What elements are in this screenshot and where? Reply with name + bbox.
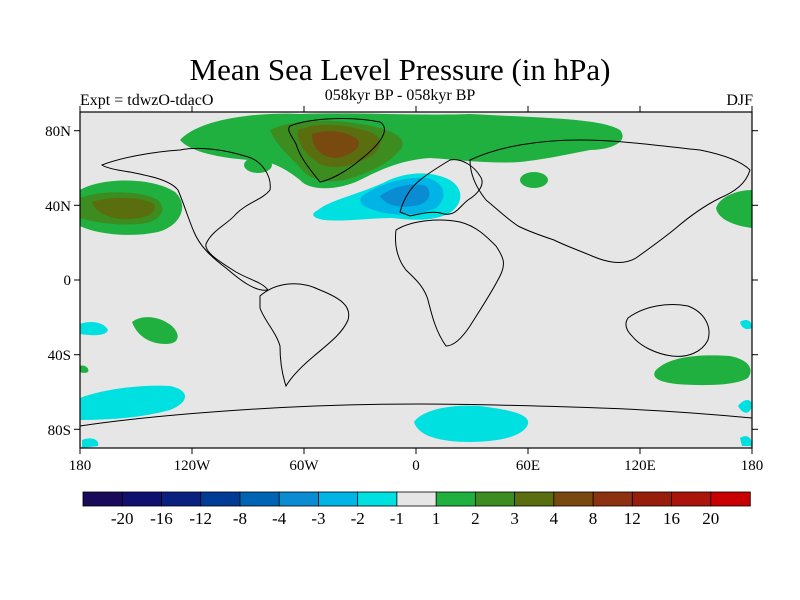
longitude-axis: 180 120W 60W 0 60E 120E 180 xyxy=(69,106,764,474)
positive-anomaly-region xyxy=(654,355,751,386)
colorbar-label: 3 xyxy=(510,509,519,528)
lon-tick-label: 60W xyxy=(289,458,319,474)
negative-anomaly-region xyxy=(414,405,529,442)
colorbar: -20 -16 -12 -8 -4 -3 -2 -1 1 2 3 4 8 12 16 20 xyxy=(82,491,751,528)
colorbar-swatch xyxy=(514,491,555,507)
colorbar-label: 1 xyxy=(432,509,441,528)
negative-anomaly-region xyxy=(82,438,99,448)
colorbar-label: -1 xyxy=(390,509,404,528)
lon-tick-label: 120W xyxy=(174,458,212,474)
map-title: Mean Sea Level Pressure (in hPa) xyxy=(189,52,611,87)
colorbar-swatch xyxy=(671,491,712,507)
positive-anomaly-region xyxy=(80,365,89,373)
colorbar-swatch xyxy=(631,491,673,507)
colorbar-label: 2 xyxy=(471,509,480,528)
lon-tick-label: 60E xyxy=(516,458,540,474)
colorbar-swatch xyxy=(435,491,477,507)
colorbar-swatch xyxy=(553,491,594,507)
positive-anomaly-region xyxy=(244,157,272,173)
colorbar-label: -12 xyxy=(189,509,212,528)
colorbar-label: 12 xyxy=(624,509,641,528)
negative-anomaly-region xyxy=(80,322,108,336)
positive-anomaly-region xyxy=(132,317,178,344)
asia-coastline xyxy=(469,139,751,263)
experiment-label: Expt = tdwzO-tdacO xyxy=(80,92,214,109)
colorbar-label: -8 xyxy=(233,509,247,528)
colorbar-swatch xyxy=(710,491,751,507)
colorbar-label: 16 xyxy=(663,509,680,528)
positive-anomaly-region xyxy=(312,131,359,158)
colorbar-label: -3 xyxy=(311,509,325,528)
greenland-coastline xyxy=(288,118,385,183)
positive-anomaly-region xyxy=(520,172,548,188)
colorbar-swatch xyxy=(82,491,123,507)
negative-anomaly-region xyxy=(740,320,752,330)
lon-tick-label: 180 xyxy=(741,458,764,474)
antarctica-coastline xyxy=(80,403,752,427)
coastlines xyxy=(80,118,752,427)
colorbar-label: 8 xyxy=(589,509,598,528)
colorbar-swatch xyxy=(357,491,398,507)
season-label: DJF xyxy=(726,92,753,109)
africa-coastline xyxy=(395,219,504,347)
north-america-coastline xyxy=(100,147,271,291)
negative-anomaly-region xyxy=(380,184,430,207)
colorbar-swatch xyxy=(200,491,241,507)
lat-tick-label: 80S xyxy=(48,423,71,439)
negative-anomaly-region xyxy=(740,436,752,446)
colorbar-swatch xyxy=(161,491,202,507)
colorbar-label: -4 xyxy=(272,509,287,528)
colorbar-swatch xyxy=(592,491,633,507)
positive-anomaly-region xyxy=(716,190,752,228)
positive-anomaly-region xyxy=(92,197,155,220)
colorbar-swatch xyxy=(121,491,163,507)
lon-tick-label: 0 xyxy=(412,458,420,474)
lat-tick-label: 40N xyxy=(45,199,71,215)
colorbar-swatch xyxy=(239,491,280,507)
colorbar-label: -2 xyxy=(351,509,365,528)
negative-anomaly-region xyxy=(80,385,185,420)
colorbar-swatch xyxy=(474,491,516,507)
europe-coastline xyxy=(399,159,483,217)
colorbar-swatch xyxy=(396,491,437,507)
australia-coastline xyxy=(625,304,710,357)
colorbar-label: -16 xyxy=(150,509,173,528)
colorbar-label: 4 xyxy=(550,509,559,528)
lon-tick-label: 180 xyxy=(69,458,92,474)
south-america-coastline xyxy=(259,283,350,388)
pressure-anomaly-field xyxy=(80,113,752,448)
colorbar-swatch xyxy=(278,491,320,507)
colorbar-label: 20 xyxy=(702,509,719,528)
period-label: 058kyr BP - 058kyr BP xyxy=(324,87,476,104)
lat-tick-label: 80N xyxy=(45,124,71,140)
colorbar-label: -20 xyxy=(111,509,134,528)
lon-tick-label: 120E xyxy=(624,458,656,474)
lat-tick-label: 40S xyxy=(48,348,71,364)
colorbar-swatch xyxy=(318,491,359,507)
latitude-axis: 80N 40N 0 40S 80S xyxy=(45,124,758,439)
negative-anomaly-region xyxy=(738,400,752,413)
lat-tick-label: 0 xyxy=(64,273,72,289)
